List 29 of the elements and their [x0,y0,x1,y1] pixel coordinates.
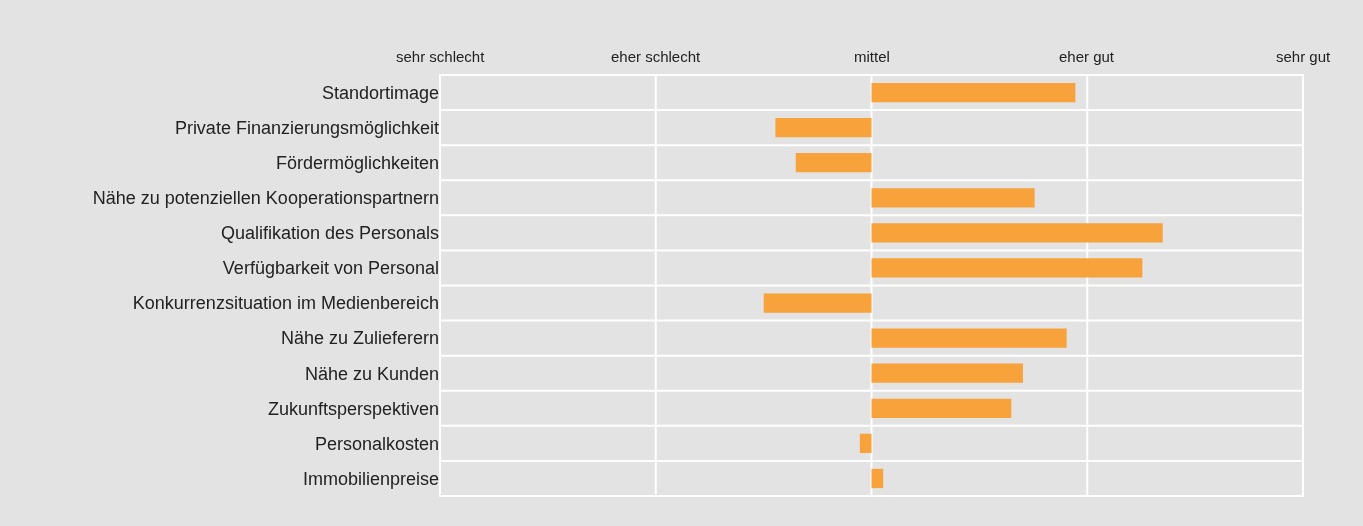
y-tick-label: Nähe zu potenziellen Kooperationspartnern [92,188,439,209]
bar [871,363,1023,383]
bar [775,117,872,138]
y-tick-label: Private Finanzierungsmöglichkeit [174,117,439,138]
bar [795,153,872,173]
bar [871,188,1035,208]
text: sehr schlecht [396,48,486,65]
bar [871,398,1012,418]
text: mittel [854,48,890,65]
bar [871,258,1143,278]
text: eher schlecht [611,48,702,65]
y-tick-label: Verfügbarkeit von Personal [222,258,439,279]
y-tick-label: Nähe zu Zulieferern [280,328,439,349]
text: sehr gut [1276,48,1332,65]
y-tick-label: Immobilienpreise [302,468,439,489]
bar [859,433,872,454]
y-tick-label: Nähe zu Kunden [304,363,439,384]
y-tick-label: Qualifikation des Personals [220,223,439,244]
bar [871,82,1076,103]
y-tick-label: Konkurrenzsituation im Medienbereich [132,293,439,314]
y-tick-label: Fördermöglichkeiten [275,153,439,174]
y-tick-label: Standortimage [321,82,439,103]
text: eher gut [1059,48,1115,65]
y-tick-label: Zukunftsperspektiven [267,398,439,419]
bar [871,468,884,489]
bar [871,223,1163,243]
y-tick-label: Personalkosten [314,433,439,454]
bar [763,293,872,313]
bar [871,328,1067,348]
